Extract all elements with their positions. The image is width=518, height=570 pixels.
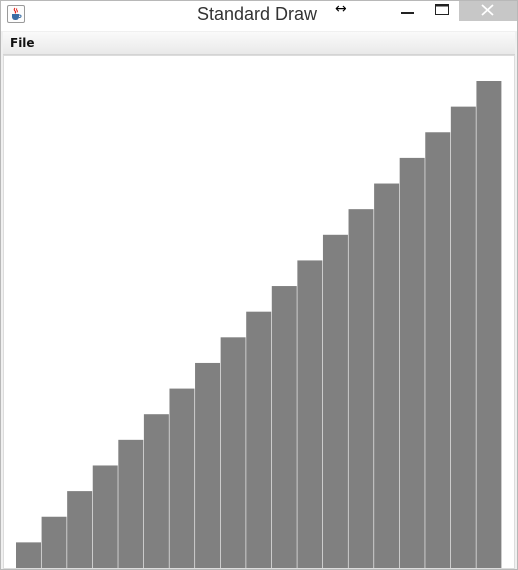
- resize-cursor-icon: ↔: [335, 1, 347, 17]
- java-cup-icon[interactable]: [7, 5, 25, 23]
- menu-bar: File: [3, 32, 515, 55]
- bar-12: [297, 260, 323, 568]
- bar-6: [143, 414, 169, 568]
- bar-1: [16, 542, 41, 568]
- minimize-button[interactable]: [389, 1, 425, 21]
- bar-10: [246, 311, 272, 568]
- bar-3: [67, 491, 93, 568]
- bar-14: [348, 209, 374, 568]
- bar-17: [425, 132, 451, 568]
- close-button[interactable]: [459, 1, 517, 21]
- bar-9: [220, 337, 246, 568]
- maximize-icon: [435, 4, 449, 15]
- window-title: Standard Draw: [197, 4, 318, 24]
- bar-11: [271, 286, 297, 568]
- drawing-canvas[interactable]: [3, 55, 515, 569]
- bar-8: [195, 362, 221, 568]
- bar-13: [322, 234, 348, 568]
- bar-2: [41, 516, 67, 568]
- bar-19: [476, 81, 502, 568]
- bar-7: [169, 388, 195, 568]
- bar-18: [450, 106, 476, 568]
- maximize-button[interactable]: [425, 1, 459, 21]
- bar-5: [118, 439, 144, 568]
- close-icon: [481, 4, 494, 16]
- bar-16: [399, 157, 425, 568]
- staircase-bar-chart: [16, 81, 502, 568]
- bar-4: [92, 465, 118, 568]
- minimize-icon: [401, 12, 414, 14]
- bar-15: [374, 183, 400, 568]
- menu-file[interactable]: File: [10, 36, 35, 50]
- title-bar[interactable]: Standard Draw ↔: [1, 1, 517, 31]
